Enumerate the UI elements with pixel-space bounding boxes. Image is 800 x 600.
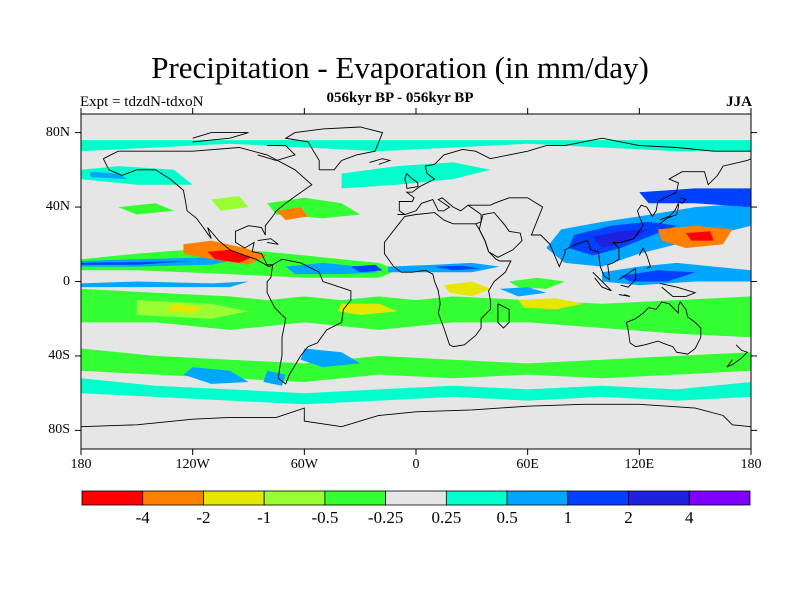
contour-region (350, 264, 383, 273)
colorbar-swatch (628, 490, 690, 506)
contour-region (518, 298, 584, 310)
colorbar-swatch (567, 490, 629, 506)
lon-tick-label: 180 (70, 457, 92, 472)
colorbar-label: -1 (257, 508, 272, 527)
contour-region (499, 287, 547, 297)
coastline (497, 303, 510, 329)
contour-region (285, 262, 379, 275)
contour-region (164, 303, 202, 314)
contour-region (592, 229, 649, 248)
season-label: JJA (726, 94, 752, 110)
contour-fill-layer (81, 140, 751, 405)
colorbar-swatch (142, 490, 204, 506)
coastline (618, 267, 637, 288)
coastline (266, 258, 352, 385)
colorbar (81, 490, 751, 506)
contour-region (81, 348, 751, 382)
coastline (618, 294, 631, 297)
contour-region (118, 203, 175, 215)
contour-region (81, 281, 249, 288)
colorbar-swatch (203, 490, 265, 506)
colorbar-swatch (445, 490, 508, 506)
colorbar-swatch (263, 490, 326, 506)
contour-region (685, 231, 714, 241)
lon-tick-label: 120E (624, 457, 655, 472)
coastline (404, 172, 419, 189)
contour-region (81, 140, 751, 152)
contour-region (337, 303, 398, 315)
colorbar-swatch (688, 490, 751, 506)
contour-region (81, 166, 193, 185)
lon-tick-label: 60W (290, 457, 318, 472)
colorbar-label: 4 (685, 508, 694, 527)
lat-tick-label: 80S (48, 422, 70, 438)
colorbar-swatch (385, 490, 447, 506)
coastline (369, 158, 392, 165)
colorbar-label: -4 (135, 508, 150, 527)
contour-region (81, 378, 751, 405)
lon-tick-label: 60E (516, 457, 539, 472)
colorbar-label: 2 (624, 508, 633, 527)
lat-tick-label: 40N (45, 199, 70, 215)
lon-tick-label: 0 (412, 457, 420, 472)
colorbar-label: 1 (563, 508, 573, 527)
coastline (678, 197, 687, 204)
coastline-layer (81, 126, 751, 428)
lat-tick-label: 40S (48, 347, 70, 363)
coastline (659, 203, 679, 225)
colorbar-label: 0.25 (431, 508, 462, 527)
contour-region (90, 171, 128, 180)
contour-region (300, 348, 361, 368)
coastline (726, 344, 749, 368)
colorbar-label: -0.25 (367, 508, 404, 527)
map-subtitle: 056kyr BP - 056kyr BP (326, 90, 474, 106)
contour-region (276, 207, 309, 221)
contour-region (81, 288, 751, 338)
coastline (257, 238, 279, 245)
coastline (383, 197, 512, 348)
lon-tick-label: 120W (175, 457, 210, 472)
contour-region (657, 303, 751, 330)
coastline (625, 301, 702, 355)
colorbar-swatch (506, 490, 569, 506)
contour-region (263, 370, 286, 386)
contour-region (81, 261, 193, 265)
coastline (659, 282, 697, 297)
lat-tick-label: 0 (63, 273, 70, 289)
coastline (284, 126, 384, 171)
coastline (592, 271, 612, 292)
colorbar-label: 0.5 (496, 508, 518, 527)
coastline (478, 212, 523, 258)
coastline (638, 247, 652, 269)
contour-region (341, 162, 491, 189)
map-title: Precipitation - Evaporation (in mm/day) (151, 50, 649, 85)
colorbar-label: -2 (196, 508, 211, 527)
contour-region (443, 281, 491, 297)
contour-region (211, 195, 249, 211)
colorbar-swatch (324, 490, 387, 506)
lon-tick-label: 180 (740, 457, 762, 472)
coastline (257, 145, 296, 161)
coastline (81, 403, 751, 428)
coastline (192, 132, 249, 143)
contour-region (509, 277, 565, 289)
contour-region (207, 249, 253, 263)
colorbar-swatch (81, 490, 144, 506)
coastline (398, 137, 751, 281)
contour-region (183, 367, 249, 384)
contour-region (434, 265, 482, 271)
experiment-label: Expt = tdzdN-tdxoN (80, 94, 204, 110)
axis-ticks (75, 108, 757, 455)
contour-region (639, 188, 751, 208)
coastline (102, 147, 313, 268)
colorbar-label: -0.5 (311, 508, 339, 527)
lat-tick-label: 80N (45, 124, 70, 140)
contour-region (620, 270, 696, 282)
